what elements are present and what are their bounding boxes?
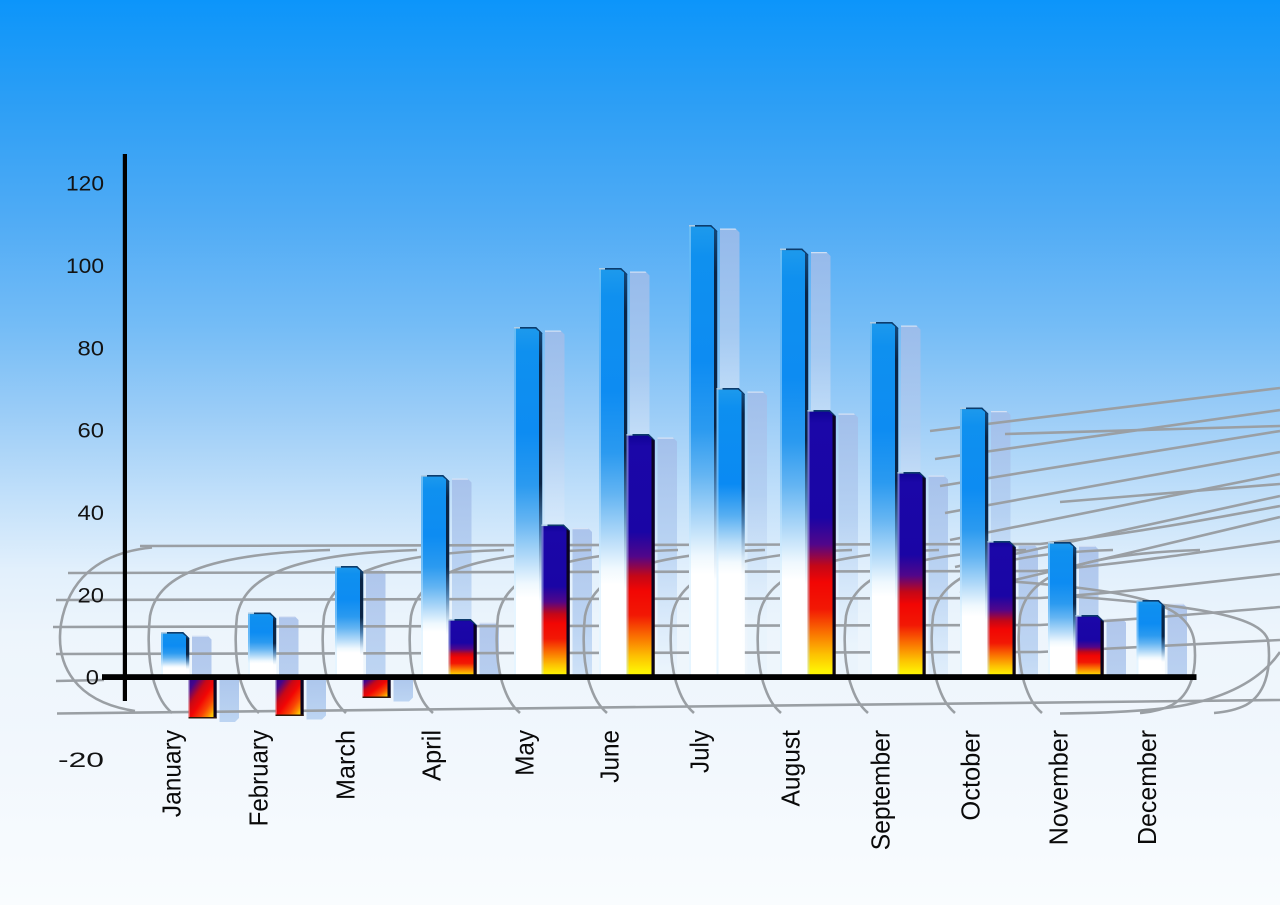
svg-text:120: 120 bbox=[66, 172, 104, 196]
svg-text:November: November bbox=[1044, 730, 1074, 846]
svg-text:January: January bbox=[157, 730, 187, 817]
svg-text:August: August bbox=[776, 729, 806, 806]
svg-text:September: September bbox=[866, 730, 896, 851]
svg-text:20: 20 bbox=[78, 583, 105, 607]
svg-text:December: December bbox=[1132, 730, 1162, 845]
svg-text:100: 100 bbox=[66, 254, 104, 278]
svg-text:October: October bbox=[956, 730, 986, 821]
svg-text:March: March bbox=[331, 730, 361, 800]
svg-text:May: May bbox=[510, 730, 540, 776]
svg-text:February: February bbox=[244, 730, 274, 826]
svg-text:April: April bbox=[417, 730, 447, 781]
svg-text:June: June bbox=[595, 730, 625, 783]
svg-text:July: July bbox=[685, 730, 715, 773]
svg-text:-20: -20 bbox=[58, 748, 104, 772]
svg-text:0: 0 bbox=[86, 666, 99, 690]
svg-text:60: 60 bbox=[78, 419, 105, 443]
svg-text:80: 80 bbox=[78, 336, 105, 360]
svg-text:40: 40 bbox=[78, 501, 105, 525]
